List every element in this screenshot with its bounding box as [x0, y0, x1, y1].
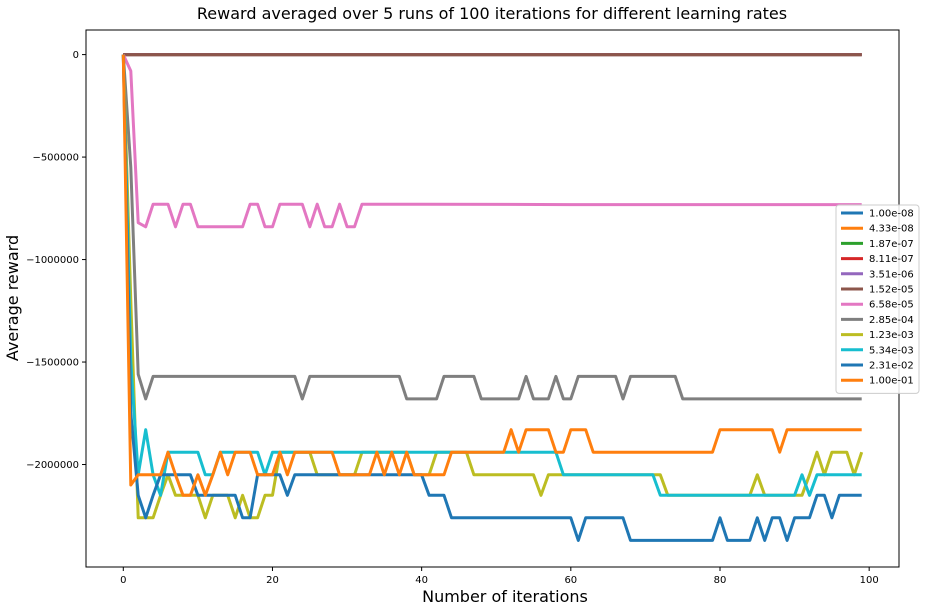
x-tick-label: 20: [266, 575, 279, 586]
series-line-2.85e-04: [121, 54, 862, 401]
y-tick-label: −1500000: [26, 358, 79, 369]
legend-label: 2.31e-02: [869, 361, 914, 372]
x-axis: 0 20 40 60 80 100: [120, 567, 879, 586]
x-axis-label: Number of iterations: [422, 587, 588, 606]
legend-label: 2.85e-04: [869, 315, 914, 326]
legend-label: 3.51e-06: [869, 269, 914, 280]
series-line-1.00e-01: [121, 54, 862, 497]
legend-frame: [835, 204, 920, 394]
legend-label: 1.00e-08: [869, 209, 914, 220]
x-tick-label: 0: [120, 575, 126, 586]
legend: 1.00e-08 4.33e-08 1.87e-07 8.11e-07 3.51e-06…: [835, 204, 920, 394]
legend-label: 4.33e-08: [869, 224, 914, 235]
y-tick-label: −2000000: [26, 460, 79, 471]
legend-label: 5.34e-03: [869, 345, 914, 356]
series-line-5.34e-03: [121, 54, 862, 497]
chart-title: Reward averaged over 5 runs of 100 itera…: [197, 4, 787, 23]
legend-label: 8.11e-07: [869, 254, 914, 265]
legend-label: 1.00e-01: [869, 376, 914, 387]
y-axis-label: Average reward: [3, 235, 22, 361]
legend-label: 1.23e-03: [869, 330, 914, 341]
x-tick-label: 80: [714, 575, 727, 586]
y-tick-label: −500000: [32, 153, 79, 164]
legend-label: 1.87e-07: [869, 239, 914, 250]
y-tick-label: 0: [73, 50, 79, 61]
series-lines: [121, 53, 864, 542]
plot-area: [85, 29, 900, 568]
y-tick-label: −1000000: [26, 255, 79, 266]
series-line-6.58e-05: [121, 53, 862, 229]
x-tick-label: 60: [564, 575, 577, 586]
legend-label: 1.52e-05: [869, 285, 914, 296]
legend-label: 6.58e-05: [869, 300, 914, 311]
y-axis: 0 −500000 −1000000 −1500000 −2000000: [26, 50, 86, 471]
x-tick-label: 40: [415, 575, 428, 586]
x-tick-label: 100: [860, 575, 879, 586]
